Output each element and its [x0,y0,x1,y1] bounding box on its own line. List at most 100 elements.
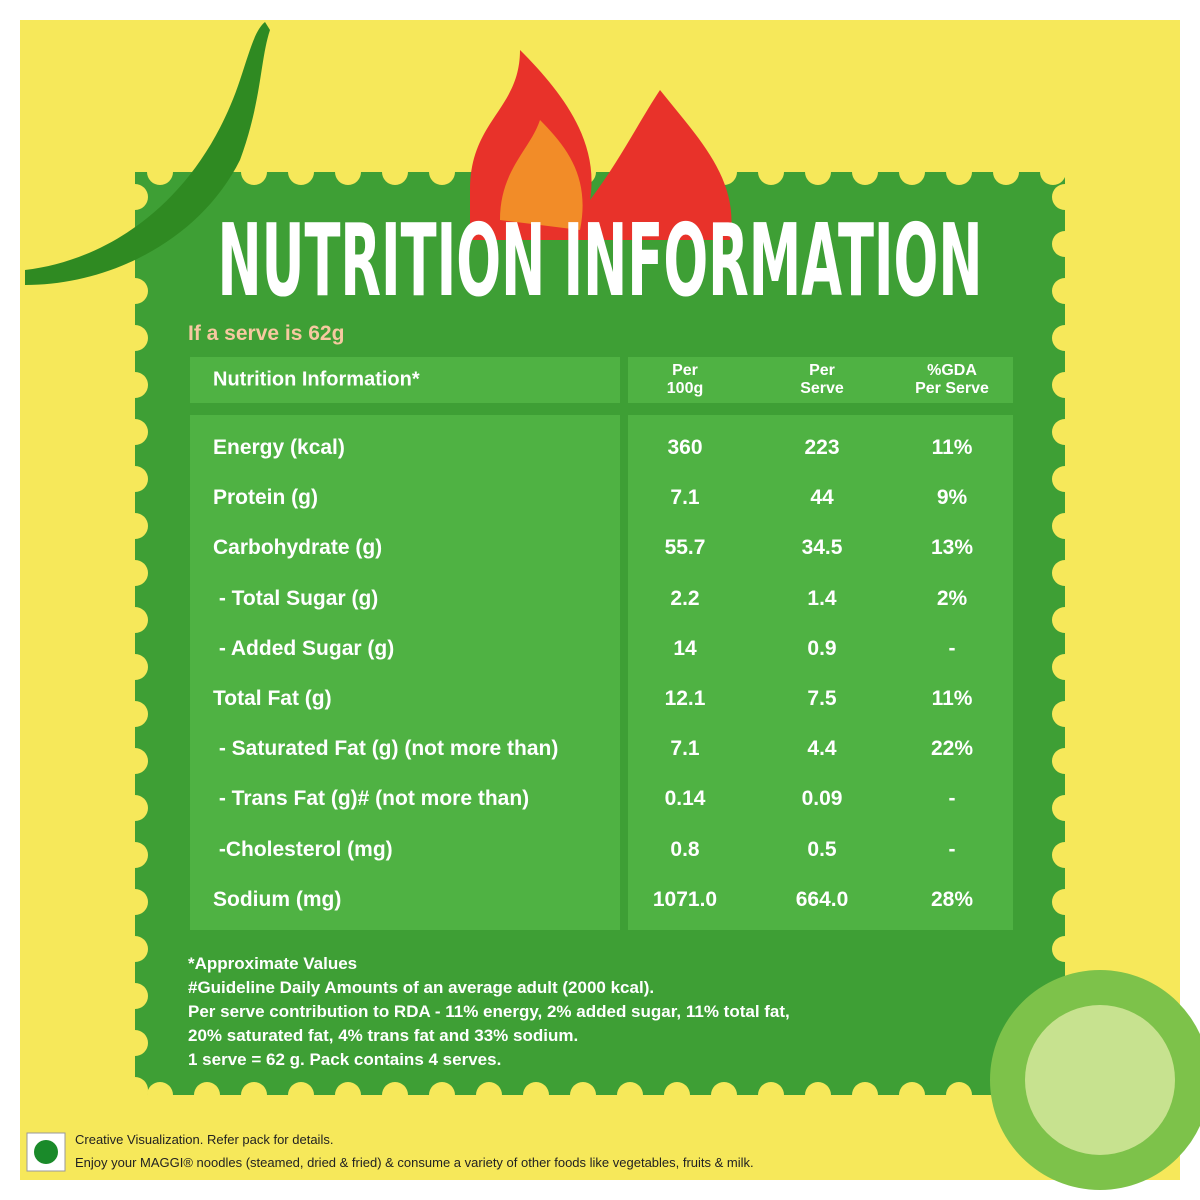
footnote: 20% saturated fat, 4% trans fat and 33% … [188,1026,579,1045]
scallop [617,1082,643,1108]
serve-note: If a serve is 62g [188,322,345,345]
scallop [758,1082,784,1108]
header-box-values [628,357,1013,403]
footnote: #Guideline Daily Amounts of an average a… [188,978,655,997]
scallop [852,159,878,185]
header-cell: Per 100g [666,362,704,397]
header-box-label [190,357,620,403]
value-cell: 0.09 [801,787,843,811]
scallop [1052,936,1078,962]
value-cell: 4.4 [807,737,837,761]
label-cell: - Total Sugar (g) [213,586,379,610]
value-cell: 0.5 [807,837,837,861]
value-cell: 2% [936,586,968,610]
label-cell: Carbohydrate (g) [213,536,383,560]
disclaimer-line: Creative Visualization. Refer pack for d… [75,1132,334,1147]
label-cell: Protein (g) [213,486,318,510]
body-box-label [190,415,620,930]
value-cell: 0.14 [664,787,706,811]
pepper-inner [1025,1005,1175,1155]
scallop [122,607,148,633]
value-cell: 44 [810,486,834,510]
scallop [1052,513,1078,539]
scallop [805,1082,831,1108]
value-cell: 223 [804,436,840,459]
scallop [1040,159,1066,185]
scallop [1052,325,1078,351]
footnote: Per serve contribution to RDA - 11% ener… [188,1002,790,1021]
scallop [523,1082,549,1108]
scallop [122,795,148,821]
value-cell: 11% [931,436,973,459]
scallop [122,1077,148,1103]
scallop [288,1082,314,1108]
scallop [122,184,148,210]
value-cell: 7.1 [670,737,700,761]
scallop [241,1082,267,1108]
scallop [122,278,148,304]
scallop [241,159,267,185]
scallop [122,419,148,445]
scallop [1052,654,1078,680]
label-cell: - Added Sugar (g) [213,636,395,660]
scallop [805,159,831,185]
label-cell: Energy (kcal) [213,436,345,459]
scallop [122,466,148,492]
scallop [122,936,148,962]
scallop [122,842,148,868]
label-cell: -Cholesterol (mg) [213,837,393,861]
scallop [570,1082,596,1108]
scallop [122,654,148,680]
scallop [946,159,972,185]
scallop [147,1082,173,1108]
scallop [335,1082,361,1108]
body-box-values [628,415,1013,930]
scallop [147,159,173,185]
footnote: 1 serve = 62 g. Pack contains 4 serves. [188,1050,502,1069]
value-cell: 22% [930,737,974,761]
scallop [288,159,314,185]
scallop [852,1082,878,1108]
scallop [1052,607,1078,633]
scallop [122,889,148,915]
scallop [122,748,148,774]
header-cell: %GDA Per Serve [915,362,989,397]
chili [25,22,270,285]
value-cell: 7.5 [807,687,837,710]
title: NUTRITION INFORMATION [218,202,983,319]
scallop [382,1082,408,1108]
value-cell: 664.0 [795,887,849,911]
scallop [476,1082,502,1108]
scallop [899,159,925,185]
scallop [122,325,148,351]
scallop [1052,842,1078,868]
scallop [1052,466,1078,492]
value-cell: 11% [931,687,973,710]
value-cell: 7.1 [670,486,700,510]
flame-inner [500,120,583,230]
scallop [122,1030,148,1056]
value-cell: 13% [930,536,974,560]
value-cell: 0.8 [670,837,700,861]
header-cell: Nutrition Information* [213,368,420,391]
value-cell: - [948,837,956,861]
value-cell: 2.2 [670,586,700,610]
label-cell: - Saturated Fat (g) (not more than) [213,737,559,761]
scallop [194,1082,220,1108]
scallop [1052,419,1078,445]
value-cell: 28% [930,887,974,911]
scallop [429,159,455,185]
value-cell: - [948,787,956,811]
scallop [1052,889,1078,915]
scallop [899,1082,925,1108]
label-cell: Total Fat (g) [213,687,332,710]
value-cell: 0.9 [807,636,837,660]
scallop [1052,278,1078,304]
scallop [122,560,148,586]
scallop [1052,372,1078,398]
value-cell: 34.5 [801,536,843,560]
scallop [1052,231,1078,257]
scallop [382,159,408,185]
scallop [122,513,148,539]
